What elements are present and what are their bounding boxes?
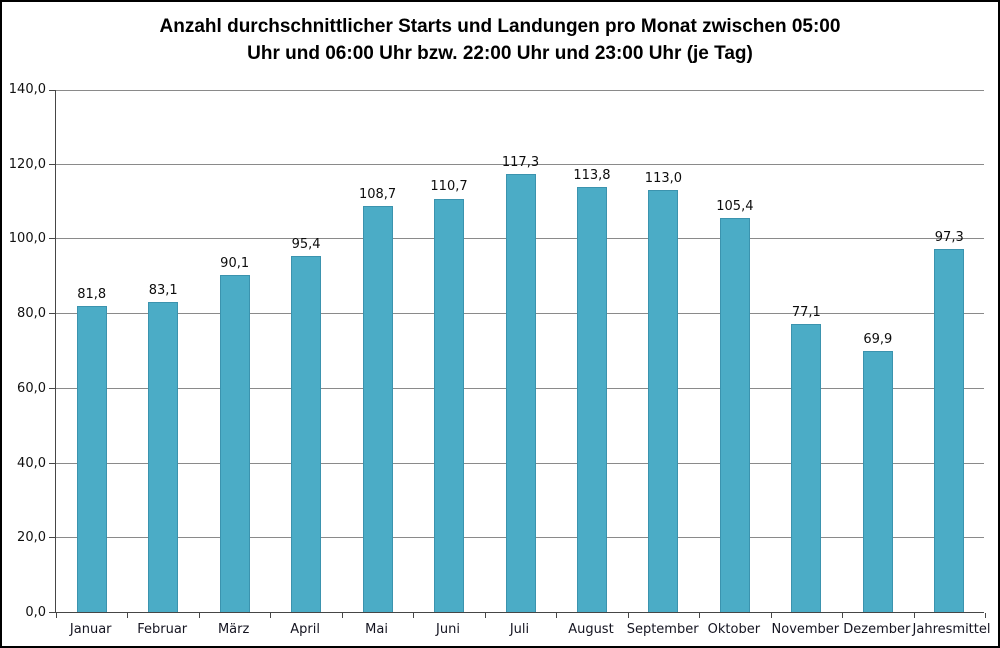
value-label: 113,0 xyxy=(644,170,683,186)
value-label: 69,9 xyxy=(863,331,893,347)
x-tick-mark xyxy=(771,613,772,618)
x-tick-label: Januar xyxy=(69,622,112,637)
y-tick-label: 0,0 xyxy=(25,605,46,620)
value-label: 97,3 xyxy=(934,229,964,245)
x-tick-mark xyxy=(985,613,986,618)
x-tick-mark xyxy=(342,613,343,618)
bar-mai xyxy=(362,205,393,612)
value-label: 108,7 xyxy=(358,186,397,202)
x-tick-label: Februar xyxy=(137,622,188,637)
y-tick-label: 140,0 xyxy=(8,82,46,97)
value-label: 117,3 xyxy=(501,154,540,170)
chart-title-line-1: Anzahl durchschnittlicher Starts und Lan… xyxy=(159,16,841,37)
y-tick-label: 60,0 xyxy=(17,380,46,396)
value-label: 95,4 xyxy=(291,236,321,252)
y-tick-mark xyxy=(49,238,55,240)
gridline xyxy=(56,90,984,91)
x-tick-mark xyxy=(270,613,271,618)
x-tick-mark xyxy=(628,613,629,618)
bar-oktober xyxy=(719,218,750,612)
x-tick-mark xyxy=(699,613,700,618)
x-tick-label: April xyxy=(290,622,320,637)
bar-august xyxy=(576,186,607,612)
bar-september xyxy=(648,189,679,612)
bar-februar xyxy=(148,301,179,612)
x-tick-label: Mai xyxy=(365,622,388,637)
bar-januar xyxy=(76,306,107,612)
y-tick-mark xyxy=(49,90,55,91)
y-tick-label: 20,0 xyxy=(17,530,46,546)
value-label: 81,8 xyxy=(77,287,107,303)
value-label: 110,7 xyxy=(430,179,468,195)
bar-jahresmittel xyxy=(934,248,965,612)
bar-juli xyxy=(505,173,536,612)
x-tick-mark xyxy=(127,613,128,618)
x-tick-label: Dezember xyxy=(843,622,911,637)
value-label: 90,1 xyxy=(220,256,250,272)
x-tick-mark xyxy=(56,613,57,618)
y-tick-label: 100,0 xyxy=(8,231,46,247)
bar-april xyxy=(291,255,322,612)
x-tick-label: Juni xyxy=(436,622,460,637)
x-tick-label: November xyxy=(771,622,840,637)
plot-area: 81,8 83,1 90,1 95,4 108,7 110,7 117,3 113,8 113,… xyxy=(49,90,986,618)
x-tick-label: September xyxy=(626,622,699,637)
y-tick-mark xyxy=(49,163,55,165)
y-tick-mark xyxy=(49,537,55,539)
x-tick-mark xyxy=(199,613,200,618)
bar-juni xyxy=(434,198,465,612)
x-tick-label: Oktober xyxy=(707,622,761,637)
bar-dezember xyxy=(862,350,893,612)
value-label: 83,1 xyxy=(148,282,178,298)
y-tick-mark xyxy=(49,387,55,389)
bar-november xyxy=(791,324,822,612)
y-tick-mark xyxy=(49,612,55,613)
x-tick-label: August xyxy=(568,622,614,637)
x-tick-mark xyxy=(914,613,915,618)
y-tick-mark xyxy=(49,462,55,464)
y-tick-label: 40,0 xyxy=(17,455,46,471)
x-tick-label: Juli xyxy=(509,622,530,637)
bar-märz xyxy=(219,275,250,612)
x-tick-mark xyxy=(413,613,414,618)
y-tick-label: 120,0 xyxy=(8,156,46,172)
x-tick-mark xyxy=(556,613,557,618)
x-tick-label: März xyxy=(217,622,250,637)
value-label: 105,4 xyxy=(716,199,754,215)
x-tick-label: Jahresmittel xyxy=(912,622,991,637)
value-label: 113,8 xyxy=(573,167,611,183)
value-label: 77,1 xyxy=(791,304,821,320)
chart-title-line-2: Uhr und 06:00 Uhr bzw. 22:00 Uhr und 23:… xyxy=(247,43,753,64)
gridline xyxy=(56,163,984,165)
y-tick-mark xyxy=(49,313,55,315)
chart-title: Anzahl durchschnittlicher Starts und Lan… xyxy=(2,13,998,67)
x-tick-mark xyxy=(485,613,486,618)
y-tick-label: 80,0 xyxy=(17,306,46,322)
x-tick-mark xyxy=(842,613,843,618)
